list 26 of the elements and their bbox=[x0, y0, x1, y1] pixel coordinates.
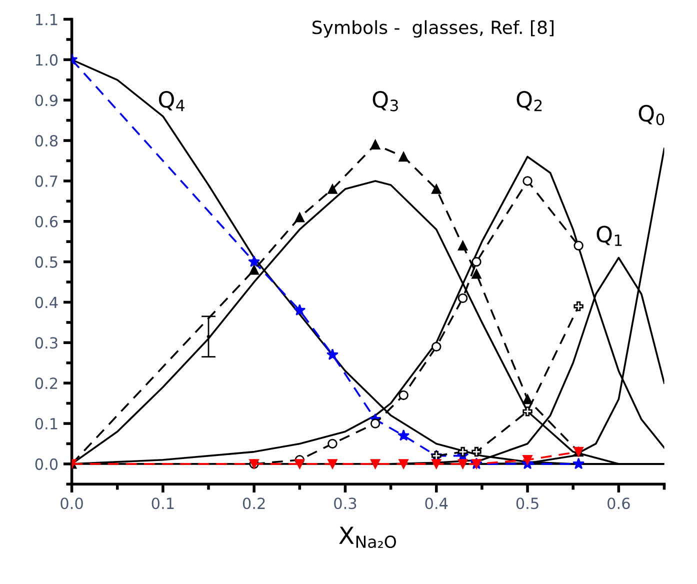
y-tick-label: 0.2 bbox=[35, 378, 58, 390]
y-tick-label: 0.3 bbox=[35, 337, 58, 349]
y-tick-label: 0.0 bbox=[35, 458, 58, 470]
y-tick-label: 0.7 bbox=[35, 175, 58, 187]
y-tick-label: 1.1 bbox=[36, 14, 58, 26]
y-tick-label: 0.6 bbox=[35, 216, 58, 228]
x-tick-label: 0.0 bbox=[60, 498, 83, 510]
y-tick-label: 1.0 bbox=[36, 54, 58, 66]
annotation: Q$_{3}$ bbox=[372, 90, 398, 112]
y-tick-label: 0.8 bbox=[35, 135, 58, 147]
x-tick-label: 0.1 bbox=[152, 498, 174, 510]
annotation: Q$_{0}$ bbox=[638, 104, 664, 126]
x-axis-title: X$_{Na₂O}$ bbox=[339, 526, 396, 548]
y-tick-label: 0.5 bbox=[35, 256, 58, 268]
chart-title: Symbols - glasses, Ref. [8] bbox=[312, 20, 554, 38]
x-tick-label: 0.4 bbox=[425, 498, 448, 510]
y-tick-label: 0.1 bbox=[35, 418, 58, 430]
y-tick-label: 0.4 bbox=[35, 296, 58, 308]
x-tick-label: 0.2 bbox=[242, 498, 265, 510]
x-tick-label: 0.5 bbox=[516, 498, 538, 510]
annotation: Q$_{4}$ bbox=[158, 90, 184, 112]
y-tick-label: 0.9 bbox=[35, 94, 58, 106]
annotation: Q$_{2}$ bbox=[516, 90, 542, 112]
x-tick-label: 0.6 bbox=[608, 498, 630, 510]
annotation: Q$_{1}$ bbox=[596, 226, 622, 246]
x-tick-label: 0.3 bbox=[334, 498, 356, 510]
